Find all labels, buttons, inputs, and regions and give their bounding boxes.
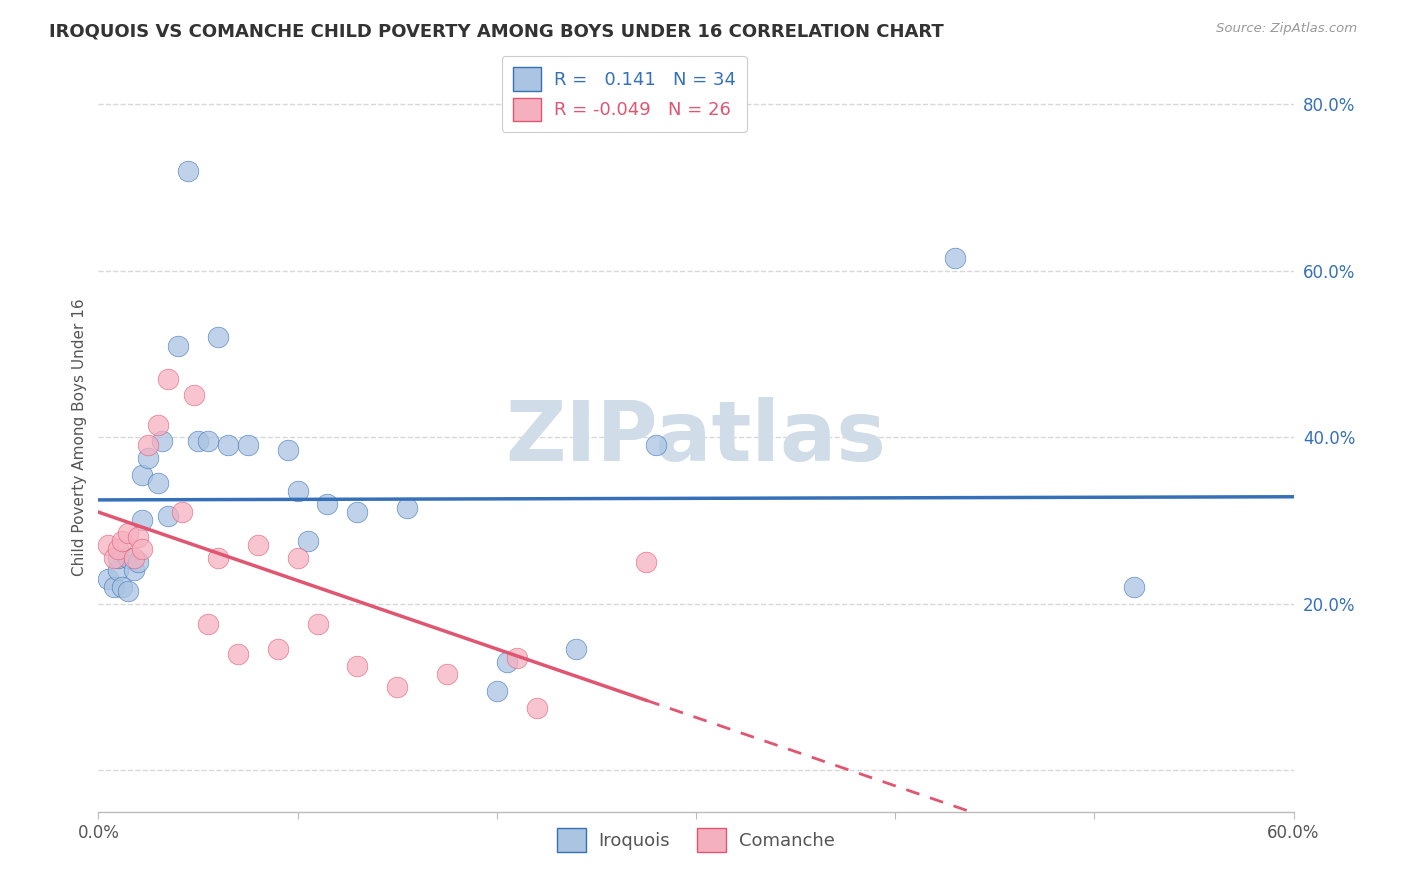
Point: [277, 442, 299, 457]
Point: [148, 417, 170, 432]
Point: [346, 659, 368, 673]
Point: [436, 667, 458, 681]
Point: [307, 617, 329, 632]
Legend: Iroquois, Comanche: Iroquois, Comanche: [550, 822, 842, 859]
Point: [172, 505, 194, 519]
Point: [297, 534, 319, 549]
Point: [565, 642, 588, 657]
Point: [111, 580, 134, 594]
Point: [943, 251, 966, 265]
Point: [187, 434, 209, 449]
Point: [636, 555, 658, 569]
Text: ZIPatlas: ZIPatlas: [506, 397, 886, 477]
Point: [107, 542, 129, 557]
Point: [316, 497, 339, 511]
Point: [131, 467, 153, 482]
Point: [111, 534, 134, 549]
Point: [157, 509, 180, 524]
Point: [385, 680, 409, 694]
Point: [157, 372, 180, 386]
Point: [107, 563, 129, 577]
Point: [396, 500, 419, 515]
Point: [346, 505, 368, 519]
Point: [97, 538, 120, 552]
Text: Source: ZipAtlas.com: Source: ZipAtlas.com: [1216, 22, 1357, 36]
Point: [167, 338, 190, 352]
Point: [506, 650, 529, 665]
Point: [150, 434, 173, 449]
Point: [127, 530, 149, 544]
Point: [287, 550, 309, 565]
Point: [97, 572, 120, 586]
Point: [207, 330, 229, 344]
Point: [131, 542, 153, 557]
Point: [117, 525, 139, 540]
Point: [107, 550, 129, 565]
Point: [103, 580, 125, 594]
Point: [495, 655, 517, 669]
Text: IROQUOIS VS COMANCHE CHILD POVERTY AMONG BOYS UNDER 16 CORRELATION CHART: IROQUOIS VS COMANCHE CHILD POVERTY AMONG…: [49, 22, 943, 40]
Point: [246, 538, 269, 552]
Point: [485, 684, 508, 698]
Point: [127, 555, 149, 569]
Point: [103, 550, 125, 565]
Point: [148, 475, 170, 490]
Point: [207, 550, 229, 565]
Point: [226, 647, 249, 661]
Point: [136, 438, 159, 452]
Point: [183, 388, 205, 402]
Point: [124, 550, 146, 565]
Point: [131, 513, 153, 527]
Point: [117, 550, 139, 565]
Point: [217, 438, 239, 452]
Point: [1123, 580, 1146, 594]
Point: [177, 163, 200, 178]
Point: [117, 584, 139, 599]
Point: [197, 617, 219, 632]
Point: [267, 642, 290, 657]
Point: [136, 450, 159, 465]
Point: [124, 563, 146, 577]
Point: [197, 434, 219, 449]
Point: [236, 438, 259, 452]
Point: [287, 484, 309, 499]
Point: [645, 438, 668, 452]
Y-axis label: Child Poverty Among Boys Under 16: Child Poverty Among Boys Under 16: [72, 298, 87, 576]
Point: [526, 700, 548, 714]
